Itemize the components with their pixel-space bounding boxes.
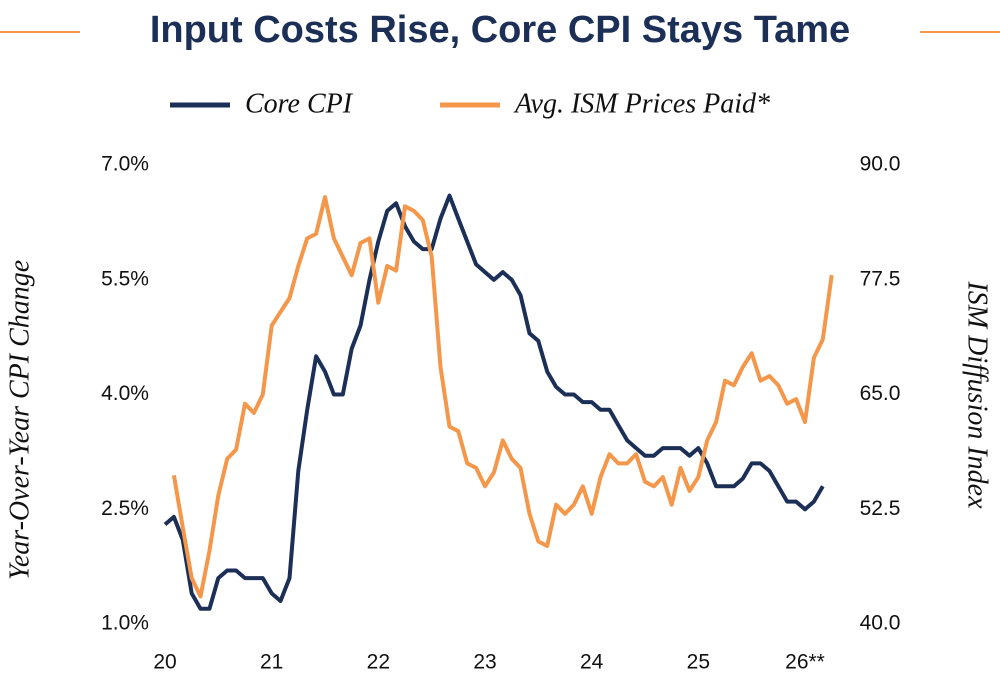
x-tick-label: 24 (580, 651, 604, 674)
legend-label: Avg. ISM Prices Paid* (513, 88, 770, 119)
x-tick-label: 21 (260, 651, 283, 674)
y2-tick-label: 90.0 (860, 153, 901, 176)
legend: Core CPI Avg. ISM Prices Paid* (170, 88, 770, 119)
x-tick-label: 20 (153, 651, 176, 674)
y2-tick-label: 40.0 (860, 612, 901, 635)
y-tick-label: 1.0% (101, 612, 149, 635)
y2-axis-label: ISM Diffusion Index (962, 280, 993, 509)
y2-tick-label: 65.0 (860, 382, 901, 405)
y-tick-label: 2.5% (101, 497, 149, 520)
x-tick-label: 26** (785, 651, 825, 674)
x-tick-label: 23 (473, 651, 496, 674)
y-axis-label: Year-Over-Year CPI Change (4, 260, 35, 580)
y-tick-label: 7.0% (101, 153, 149, 176)
x-tick-label: 25 (687, 651, 710, 674)
chart-title: Input Costs Rise, Core CPI Stays Tame (150, 9, 850, 51)
y2-tick-label: 52.5 (860, 497, 901, 520)
y2-tick-label: 77.5 (860, 267, 901, 290)
x-tick-label: 22 (367, 651, 390, 674)
data-line (163, 193, 825, 611)
y-tick-label: 4.0% (101, 382, 149, 405)
legend-label: Core CPI (245, 88, 354, 119)
y-tick-label: 5.5% (101, 267, 149, 290)
data-line (171, 195, 834, 599)
